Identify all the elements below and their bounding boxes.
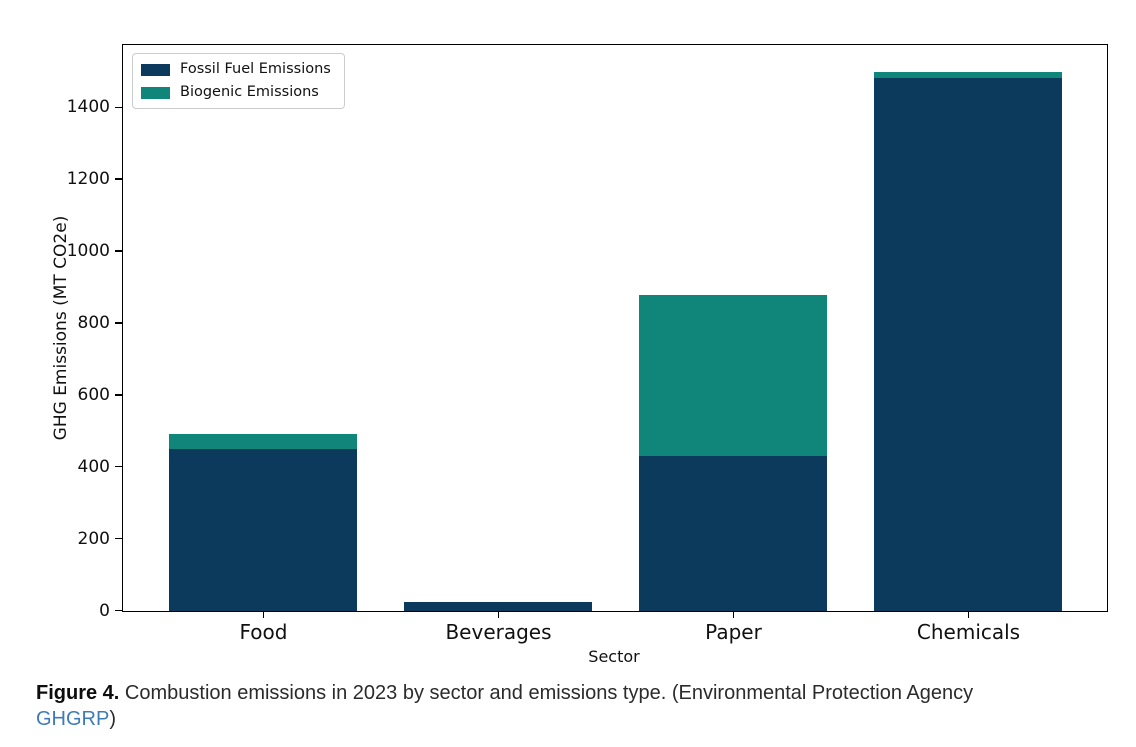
y-tick-mark <box>115 394 122 396</box>
x-tick-mark <box>732 612 735 618</box>
y-tick-mark <box>115 609 122 612</box>
ghgrp-link[interactable]: GHGRP <box>36 708 110 730</box>
y-tick-label: 400 <box>77 456 110 477</box>
legend-item: Fossil Fuel Emissions <box>141 61 331 78</box>
bar-chemicals-fossil <box>874 78 1062 611</box>
y-tick-label: 800 <box>77 312 110 333</box>
legend-swatch <box>141 86 170 99</box>
figure-label: Figure 4. <box>36 682 120 704</box>
x-tick-label-food: Food <box>239 620 288 644</box>
y-tick-label: 1400 <box>66 97 110 118</box>
legend-label: Fossil Fuel Emissions <box>180 61 331 77</box>
bar-paper-biogenic <box>639 294 827 456</box>
y-tick-mark <box>115 322 122 324</box>
legend-item: Biogenic Emissions <box>141 84 331 101</box>
legend-swatch <box>141 63 170 76</box>
y-tick-label: 1200 <box>66 169 110 190</box>
x-tick-label-beverages: Beverages <box>445 620 552 644</box>
y-tick-label: 0 <box>99 600 110 621</box>
x-tick-label-chemicals: Chemicals <box>916 620 1021 644</box>
caption-suffix: ) <box>109 708 117 730</box>
bar-food-biogenic <box>169 434 357 449</box>
bar-paper-fossil <box>639 455 827 611</box>
y-tick-mark <box>115 178 122 180</box>
y-tick-label: 600 <box>77 384 110 405</box>
caption-text: Combustion emissions in 2023 by sector a… <box>119 682 974 704</box>
x-axis-label: Sector <box>588 647 640 666</box>
x-tick-mark <box>967 612 970 618</box>
figure-caption: Figure 4. Combustion emissions in 2023 b… <box>36 680 1098 732</box>
x-tick-mark <box>262 612 265 618</box>
x-tick-label-paper: Paper <box>705 620 762 644</box>
emissions-bar-chart: GHG Emissions (MT CO2e) Fossil Fuel Emis… <box>51 44 1108 666</box>
legend-label: Biogenic Emissions <box>180 84 319 100</box>
y-tick-label: 200 <box>77 528 110 549</box>
bar-food-fossil <box>169 448 357 611</box>
y-tick-mark <box>115 465 122 468</box>
y-tick-mark <box>115 250 122 252</box>
bar-chemicals-biogenic <box>874 71 1062 78</box>
y-tick-mark <box>115 537 122 540</box>
y-tick-label: 1000 <box>66 241 110 262</box>
y-tick-mark <box>115 106 122 109</box>
bar-beverages-fossil <box>404 602 592 611</box>
chart-legend: Fossil Fuel Emissions Biogenic Emissions <box>132 53 345 109</box>
x-tick-mark <box>497 612 500 618</box>
plot-area: Fossil Fuel Emissions Biogenic Emissions <box>122 44 1108 612</box>
